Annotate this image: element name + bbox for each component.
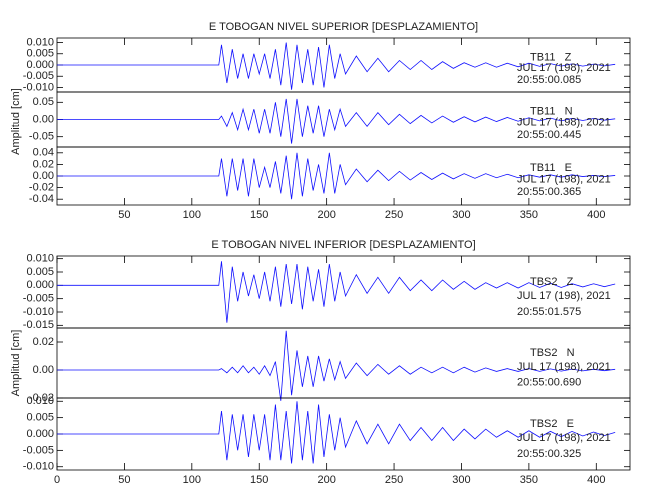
x-tick-label: 100 xyxy=(183,209,201,221)
date-label: JUL 17 (198), 2021 xyxy=(517,290,611,302)
time-label: 20:55:00.445 xyxy=(517,129,581,141)
time-label: 20:55:01.575 xyxy=(517,306,581,318)
y-tick-label: 0.000 xyxy=(26,428,54,440)
x-tick-label: 400 xyxy=(587,474,605,486)
x-tick-label: 50 xyxy=(118,474,130,486)
station-label: TB11 Z xyxy=(530,51,572,63)
y-tick-label: -0.04 xyxy=(29,193,54,205)
y-tick-label: 0.005 xyxy=(26,412,54,424)
y-tick-label: -0.02 xyxy=(29,392,54,404)
y-tick-label: -0.005 xyxy=(23,293,54,305)
x-tick-label: 50 xyxy=(118,209,130,221)
chart-title: E TOBOGAN NIVEL SUPERIOR [DESPLAZAMIENTO… xyxy=(209,21,478,33)
station-label: TBS2 Z xyxy=(530,276,574,288)
y-tick-label: 0.010 xyxy=(26,36,54,48)
y-tick-label: -0.010 xyxy=(23,461,54,473)
x-tick-label: 0 xyxy=(54,474,60,486)
trace xyxy=(57,401,616,464)
y-axis-label: Amplitud [cm] xyxy=(10,88,22,155)
y-tick-label: 0.010 xyxy=(26,253,54,265)
date-label: JUL 17 (198), 2021 xyxy=(517,173,611,185)
y-tick-label: 0.010 xyxy=(26,395,54,407)
x-tick-label: 200 xyxy=(317,209,335,221)
x-tick-label: 400 xyxy=(587,209,605,221)
y-tick-label: 0.005 xyxy=(26,266,54,278)
y-tick-label: -0.010 xyxy=(23,306,54,318)
y-tick-label: 0.00 xyxy=(33,364,54,376)
date-label: JUL 17 (198), 2021 xyxy=(517,62,611,74)
y-tick-label: 0.04 xyxy=(33,147,54,159)
x-tick-label: 350 xyxy=(520,209,538,221)
y-tick-label: 0.005 xyxy=(26,48,54,60)
x-tick-label: 300 xyxy=(452,209,470,221)
x-tick-label: 250 xyxy=(385,209,403,221)
y-tick-label: 0.00 xyxy=(33,113,54,125)
station-label: TBS2 N xyxy=(530,347,575,359)
y-tick-label: -0.005 xyxy=(23,70,54,82)
y-tick-label: -0.05 xyxy=(29,131,54,143)
date-label: JUL 17 (198), 2021 xyxy=(517,432,611,444)
time-label: 20:55:00.365 xyxy=(517,186,581,198)
y-tick-label: -0.015 xyxy=(23,319,54,331)
y-tick-label: 0.05 xyxy=(33,96,54,108)
x-tick-label: 300 xyxy=(452,474,470,486)
trace xyxy=(57,42,616,90)
time-label: 20:55:00.325 xyxy=(517,448,581,460)
date-label: JUL 17 (198), 2021 xyxy=(517,117,611,129)
y-tick-label: 0.000 xyxy=(26,59,54,71)
trace xyxy=(57,330,616,401)
time-label: 20:55:00.690 xyxy=(517,377,581,389)
x-tick-label: 350 xyxy=(520,474,538,486)
trace xyxy=(57,152,616,200)
x-tick-label: 250 xyxy=(385,474,403,486)
station-label: TB11 E xyxy=(530,162,572,174)
x-tick-label: 150 xyxy=(250,209,268,221)
y-tick-label: -0.010 xyxy=(23,81,54,93)
y-tick-label: 0.02 xyxy=(33,158,54,170)
station-label: TB11 N xyxy=(530,106,573,118)
y-tick-label: 0.00 xyxy=(33,170,54,182)
x-tick-label: 100 xyxy=(183,474,201,486)
y-tick-label: -0.02 xyxy=(29,182,54,194)
date-label: JUL 17 (198), 2021 xyxy=(517,361,611,373)
x-tick-label: 200 xyxy=(317,474,335,486)
chart-title: E TOBOGAN NIVEL INFERIOR [DESPLAZAMIENTO… xyxy=(211,239,475,251)
station-label: TBS2 E xyxy=(530,418,574,430)
y-tick-label: 0.02 xyxy=(33,336,54,348)
trace xyxy=(57,98,616,144)
y-axis-label: Amplitud [cm] xyxy=(10,330,22,397)
y-tick-label: -0.005 xyxy=(23,444,54,456)
trace xyxy=(57,261,616,323)
time-label: 20:55:00.085 xyxy=(517,74,581,86)
y-tick-label: 0.000 xyxy=(26,279,54,291)
x-tick-label: 150 xyxy=(250,474,268,486)
